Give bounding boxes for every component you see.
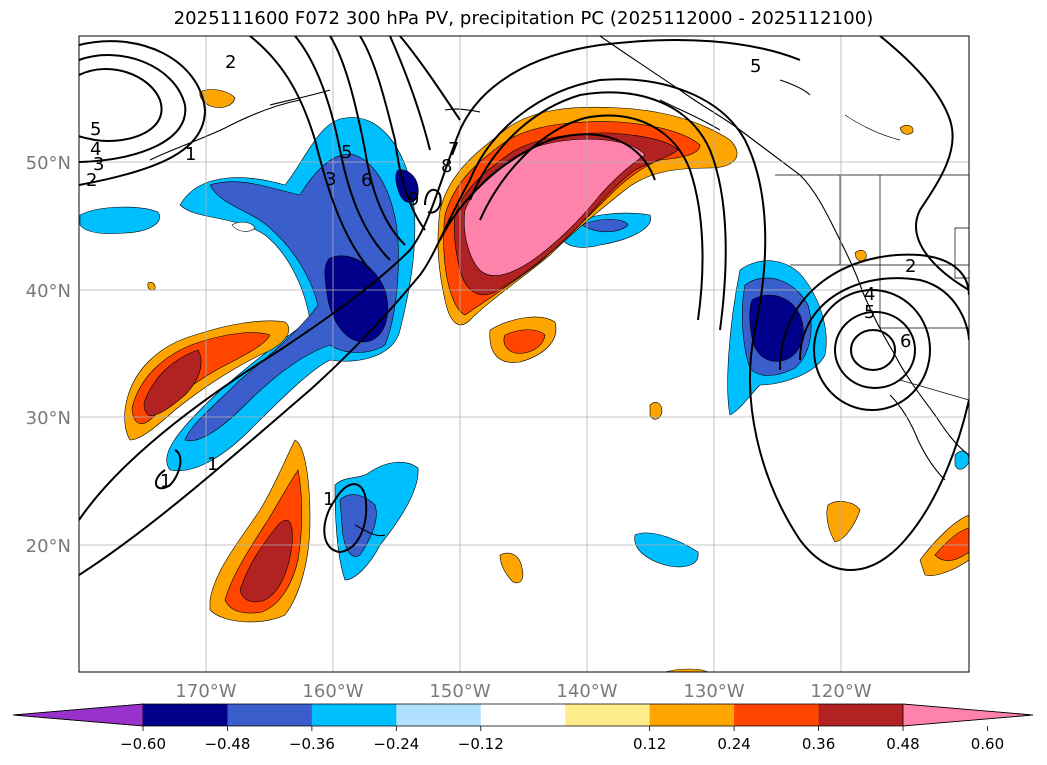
colorbar-tick-label: −0.12 xyxy=(458,735,504,753)
contour-label: 4 xyxy=(864,284,875,305)
colorbar-tick-label: −0.48 xyxy=(204,735,250,753)
contour-label: 2 xyxy=(905,256,916,277)
colorbar-segment xyxy=(818,704,904,726)
colorbar-tick-label: 0.24 xyxy=(717,735,750,753)
contour-label: 7 xyxy=(448,139,459,160)
contour-label: 5 xyxy=(90,119,101,140)
contour-label: 5 xyxy=(750,56,761,77)
contour-label: 5 xyxy=(341,142,352,163)
pv-contours xyxy=(79,36,969,576)
lon-tick-label: 120°W xyxy=(810,681,871,702)
contour-label: 6 xyxy=(361,170,372,191)
lat-tick-label: 20°N xyxy=(26,536,71,557)
contour-label: 2 xyxy=(225,52,236,73)
colorbar-extend-high xyxy=(902,703,1034,727)
lon-tick-label: 150°W xyxy=(429,681,490,702)
colorbar-segment xyxy=(565,704,651,726)
lon-tick-labels: 170°W 160°W 150°W 140°W 130°W 120°W xyxy=(175,681,871,702)
contour-label: 2 xyxy=(86,170,97,191)
contour-label: 1 xyxy=(323,489,334,510)
colorbar-tick-label: −0.24 xyxy=(373,735,419,753)
map-title: 2025111600 F072 300 hPa PV, precipitatio… xyxy=(173,8,874,29)
colorbar-segment xyxy=(311,704,397,726)
gridlines xyxy=(79,36,969,672)
positive-anomaly-west xyxy=(124,320,311,623)
contour-label: 1 xyxy=(185,144,196,165)
positive-anomaly-main xyxy=(147,89,969,672)
contour-label: 5 xyxy=(864,302,875,323)
colorbar-segment xyxy=(649,704,735,726)
colorbar: −0.60 −0.48 −0.36 −0.24 −0.12 0.12 0.24 0.36 0.4… xyxy=(12,703,1034,753)
colorbar-tick-label: −0.60 xyxy=(120,735,166,753)
contour-label: 3 xyxy=(93,154,104,175)
lon-tick-label: 130°W xyxy=(683,681,744,702)
colorbar-extend-low xyxy=(12,703,144,727)
lat-tick-label: 40°N xyxy=(26,281,71,302)
colorbar-segment xyxy=(396,704,482,726)
map-frame xyxy=(78,35,970,673)
colorbar-segment xyxy=(734,704,820,726)
colorbar-tick-label: 0.60 xyxy=(971,735,1004,753)
colorbar-tick-label: −0.36 xyxy=(289,735,335,753)
lat-tick-label: 30°N xyxy=(26,408,71,429)
lon-tick-label: 170°W xyxy=(175,681,236,702)
contour-label: 6 xyxy=(900,331,911,352)
lat-tick-labels: 50°N 40°N 30°N 20°N xyxy=(26,153,71,557)
colorbar-segment xyxy=(480,704,566,726)
lon-tick-label: 140°W xyxy=(556,681,617,702)
contour-label: 3 xyxy=(325,169,336,190)
contour-label: 1 xyxy=(160,471,171,492)
colorbar-tick-label: 0.12 xyxy=(633,735,666,753)
country-borders xyxy=(775,114,969,401)
colorbar-tick-label: 0.48 xyxy=(886,735,919,753)
contour-label: 4 xyxy=(90,139,101,160)
lon-tick-label: 160°W xyxy=(302,681,363,702)
contour-labels: 2 5 4 3 2 1 5 3 6 7 8 9 5 2 4 5 6 1 1 1 xyxy=(86,52,916,510)
lat-tick-label: 50°N xyxy=(26,153,71,174)
contour-label: 9 xyxy=(408,189,419,210)
colorbar-segment xyxy=(227,704,313,726)
contour-label: 8 xyxy=(441,156,452,177)
contour-label: 1 xyxy=(207,454,218,475)
colorbar-tick-label: 0.36 xyxy=(802,735,835,753)
colorbar-segment xyxy=(143,704,228,726)
